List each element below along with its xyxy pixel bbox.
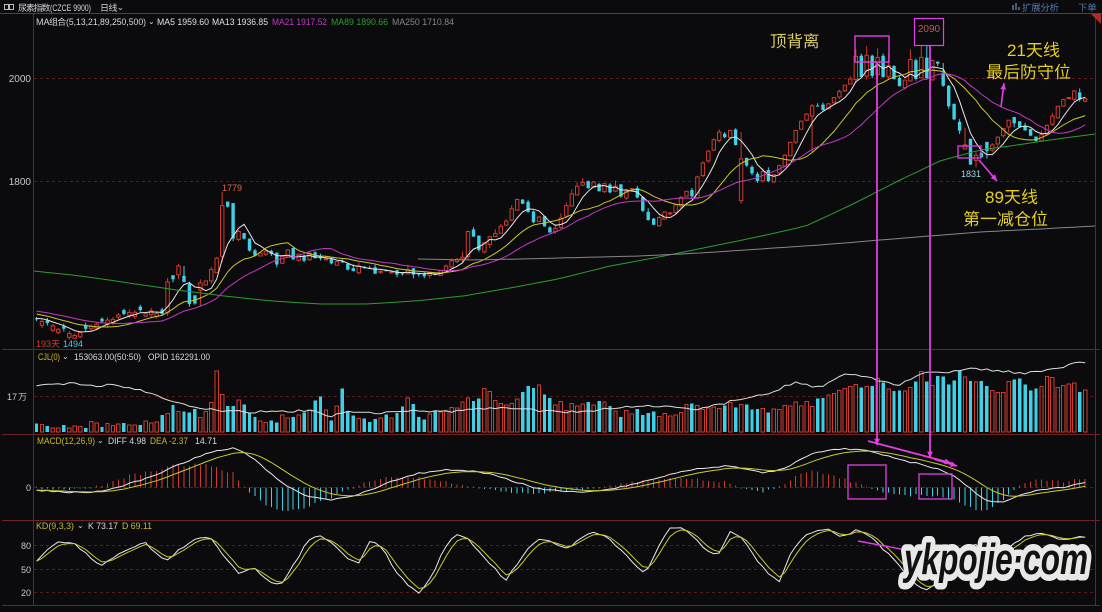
svg-text:MA: MA (36, 17, 50, 27)
svg-text:80: 80 (21, 541, 31, 551)
svg-text:1800: 1800 (9, 177, 32, 188)
svg-text:(CZCE 9900): (CZCE 9900) (50, 3, 91, 13)
svg-text:⌄: ⌄ (148, 17, 155, 26)
svg-text:OPID 162291.00: OPID 162291.00 (148, 352, 210, 362)
svg-text:MA250 1710.84: MA250 1710.84 (392, 17, 454, 27)
svg-text:193: 193 (36, 339, 51, 349)
svg-text:153063.00(50:50): 153063.00(50:50) (74, 352, 141, 362)
svg-text:MA21 1917.52: MA21 1917.52 (272, 17, 327, 27)
svg-text:20: 20 (21, 588, 31, 598)
svg-text:DEA -2.37: DEA -2.37 (150, 436, 188, 446)
svg-text:17: 17 (7, 392, 17, 402)
svg-text:⌄: ⌄ (97, 436, 104, 445)
svg-text:MA13 1936.85: MA13 1936.85 (212, 17, 268, 27)
svg-text:DIFF 4.98: DIFF 4.98 (108, 436, 146, 446)
svg-text:1831: 1831 (961, 169, 981, 179)
svg-text:0: 0 (26, 483, 31, 493)
svg-text:14.71: 14.71 (195, 436, 217, 446)
svg-text:ykpojie·com: ykpojie·com (903, 535, 1088, 584)
svg-text:MA5 1959.60: MA5 1959.60 (157, 17, 209, 27)
svg-text:2000: 2000 (9, 74, 32, 85)
svg-text:CJL(0): CJL(0) (38, 352, 60, 362)
svg-text:1779: 1779 (222, 183, 242, 193)
svg-text:2090: 2090 (918, 24, 941, 35)
svg-text:⌄: ⌄ (117, 3, 124, 12)
svg-text:50: 50 (21, 565, 31, 575)
svg-text:MACD(12,26,9): MACD(12,26,9) (37, 436, 95, 446)
svg-text:MA89 1890.66: MA89 1890.66 (331, 17, 388, 27)
svg-text:(5,13,21,89,250,500): (5,13,21,89,250,500) (66, 17, 146, 27)
svg-text:⌄: ⌄ (77, 521, 84, 530)
svg-text:D 69.11: D 69.11 (122, 521, 152, 531)
svg-text:1494: 1494 (63, 339, 83, 349)
svg-text:⌄: ⌄ (62, 352, 69, 361)
svg-text:KD(9,3,3): KD(9,3,3) (36, 521, 74, 531)
svg-text:K 73.17: K 73.17 (88, 521, 118, 531)
svg-text:21: 21 (1007, 41, 1026, 60)
svg-text:ykpojie·com: ykpojie·com (903, 535, 1088, 584)
svg-text:89: 89 (985, 188, 1004, 207)
